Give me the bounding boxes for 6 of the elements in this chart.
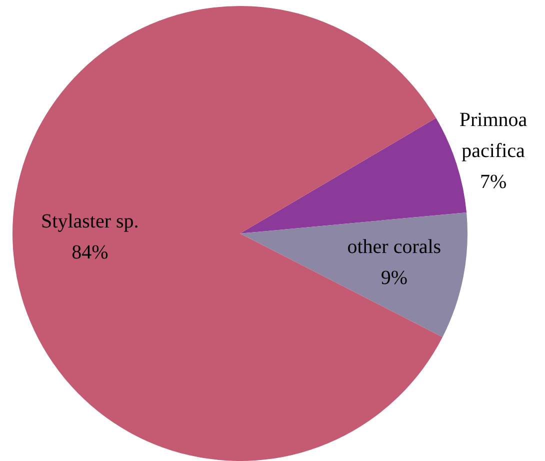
slice-label: other corals xyxy=(347,236,442,258)
slice-label: Primnoa pacifica xyxy=(459,108,528,162)
data-label: 7% xyxy=(480,170,507,193)
data-label: 9% xyxy=(380,266,408,289)
data-label: 84% xyxy=(72,242,108,264)
slice-label: Stylaster sp. xyxy=(41,210,139,233)
